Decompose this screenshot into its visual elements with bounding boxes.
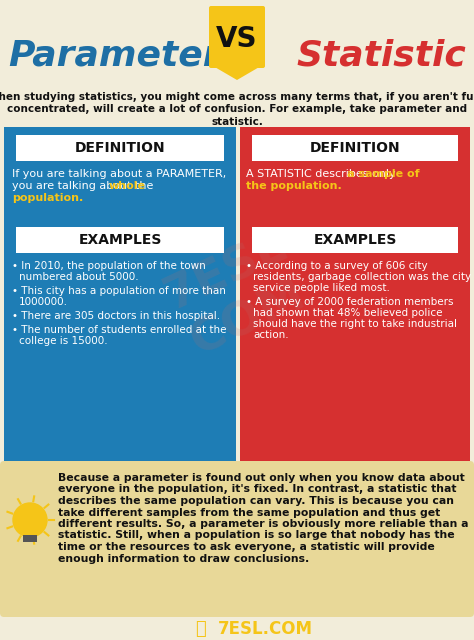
Text: numbered about 5000.: numbered about 5000. <box>19 272 138 282</box>
Text: • The number of students enrolled at the: • The number of students enrolled at the <box>12 325 227 335</box>
FancyBboxPatch shape <box>209 6 265 68</box>
FancyBboxPatch shape <box>23 535 37 542</box>
Text: college is 15000.: college is 15000. <box>19 336 108 346</box>
Text: Because a parameter is found out only when you know data about: Because a parameter is found out only wh… <box>58 473 465 483</box>
Text: enough information to draw conclusions.: enough information to draw conclusions. <box>58 554 309 563</box>
Text: • This city has a population of more than: • This city has a population of more tha… <box>12 286 226 296</box>
Text: If you are talking about a PARAMETER,: If you are talking about a PARAMETER, <box>12 169 226 179</box>
Text: VS: VS <box>216 25 258 53</box>
Text: EXAMPLES: EXAMPLES <box>313 233 397 247</box>
Text: time or the resources to ask everyone, a statistic will provide: time or the resources to ask everyone, a… <box>58 542 435 552</box>
Text: When studying statistics, you might come across many terms that, if you aren't f: When studying statistics, you might come… <box>0 92 474 102</box>
Text: concentrated, will create a lot of confusion. For example, take parameter and: concentrated, will create a lot of confu… <box>7 104 467 115</box>
FancyBboxPatch shape <box>240 127 470 462</box>
Text: action.: action. <box>253 330 289 340</box>
Text: take different samples from the same population and thus get: take different samples from the same pop… <box>58 508 440 518</box>
Text: • A survey of 2000 federation members: • A survey of 2000 federation members <box>246 297 454 307</box>
Text: population.: population. <box>12 193 83 203</box>
Text: 🎓: 🎓 <box>195 620 206 638</box>
Text: • There are 305 doctors in this hospital.: • There are 305 doctors in this hospital… <box>12 311 220 321</box>
Text: you are talking about the: you are talking about the <box>12 181 157 191</box>
Text: DEFINITION: DEFINITION <box>75 141 165 155</box>
Text: Statistic: Statistic <box>296 38 466 72</box>
Text: A STATISTIC describes only: A STATISTIC describes only <box>246 169 399 179</box>
Text: whole: whole <box>109 181 146 191</box>
FancyBboxPatch shape <box>16 135 224 161</box>
Text: • According to a survey of 606 city: • According to a survey of 606 city <box>246 261 428 271</box>
Text: had shown that 48% believed police: had shown that 48% believed police <box>253 308 443 318</box>
Text: a sample of: a sample of <box>347 169 419 179</box>
Text: describes the same population can vary. This is because you can: describes the same population can vary. … <box>58 496 454 506</box>
FancyBboxPatch shape <box>16 227 224 253</box>
Text: 7ESL.COM: 7ESL.COM <box>218 620 313 638</box>
Text: residents, garbage collection was the city: residents, garbage collection was the ci… <box>253 272 471 282</box>
Text: the population.: the population. <box>246 181 342 191</box>
Text: everyone in the population, it's fixed. In contrast, a statistic that: everyone in the population, it's fixed. … <box>58 484 456 495</box>
Text: DEFINITION: DEFINITION <box>310 141 401 155</box>
FancyBboxPatch shape <box>252 135 458 161</box>
Text: 7ESL
COM: 7ESL COM <box>158 223 316 366</box>
Text: statistic. Still, when a population is so large that nobody has the: statistic. Still, when a population is s… <box>58 531 455 541</box>
Text: • In 2010, the population of the town: • In 2010, the population of the town <box>12 261 206 271</box>
Text: should have the right to take industrial: should have the right to take industrial <box>253 319 457 329</box>
Text: EXAMPLES: EXAMPLES <box>78 233 162 247</box>
FancyBboxPatch shape <box>252 227 458 253</box>
FancyBboxPatch shape <box>0 461 474 617</box>
FancyBboxPatch shape <box>4 127 236 462</box>
Text: statistic.: statistic. <box>211 117 263 127</box>
Text: 1000000.: 1000000. <box>19 297 68 307</box>
Text: service people liked most.: service people liked most. <box>253 283 390 293</box>
Text: Parameter: Parameter <box>8 38 220 72</box>
Circle shape <box>13 503 47 537</box>
Polygon shape <box>213 66 261 80</box>
Text: different results. So, a parameter is obviously more reliable than a: different results. So, a parameter is ob… <box>58 519 468 529</box>
